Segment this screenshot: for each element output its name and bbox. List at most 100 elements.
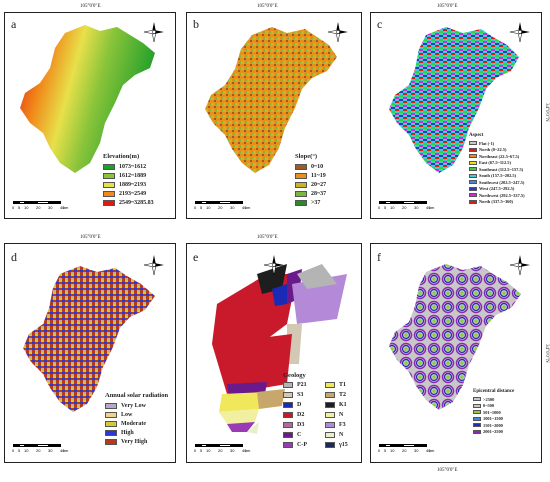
north-arrow-d	[143, 254, 165, 276]
scale-tick-label: 0	[12, 205, 15, 210]
legend-label: 20~27	[311, 181, 327, 188]
coord-side-c: 34°0'0"N	[544, 103, 549, 122]
legend-items-a: 1073~1612 1612~1889 1889~2193 2193~2549 2549…	[103, 162, 154, 207]
scale-segment	[195, 444, 201, 447]
panel-label-d: d	[11, 250, 17, 264]
scale-segment	[195, 201, 201, 204]
legend-label: South (157.5~202.5)	[479, 173, 517, 179]
legend-f: Epicentral distance >2500 0~500 501~1000 10…	[473, 389, 514, 435]
scale-segment	[391, 201, 403, 204]
legend-swatch	[295, 199, 307, 206]
scale-segment	[231, 444, 243, 447]
legend-item-c: Northwest (292.5~337.5)	[469, 192, 525, 199]
legend-item-c: South (157.5~202.5)	[469, 173, 525, 180]
legend-item-c: Southwest (202.5~247.5)	[469, 179, 525, 186]
legend-item-c: West (247.5~292.5)	[469, 186, 525, 193]
north-arrow-c	[509, 21, 531, 43]
legend-swatch	[469, 199, 477, 204]
legend-label: Southeast (112.5~157.5)	[479, 166, 524, 172]
scale-bar-f: 0 5 10 20 30 40 km	[378, 444, 454, 454]
legend-item-e: C-P	[283, 441, 321, 449]
legend-swatch	[283, 402, 293, 408]
scale-tick-label: 0	[194, 448, 197, 453]
legend-item-e: K1	[325, 401, 363, 409]
study-area-d	[23, 266, 155, 412]
scale-segment	[49, 444, 61, 447]
legend-swatch	[283, 422, 293, 428]
scale-segment	[201, 201, 207, 204]
legend-label: C-P	[297, 442, 307, 448]
legend-item-c: East (67.5~112.5)	[469, 160, 525, 167]
legend-item-a: 1889~2193	[103, 180, 154, 189]
coord-top-a: 105°0'0"E	[80, 4, 101, 9]
map-a	[20, 25, 155, 173]
coord-top-d: 105°0'0"E	[80, 235, 101, 240]
scale-unit-label: km	[429, 205, 435, 210]
legend-label: T2	[339, 392, 347, 398]
legend-item-f: 1001~1500	[473, 416, 514, 423]
scale-segment	[37, 201, 49, 204]
scale-tick-label: 0	[378, 205, 381, 210]
legend-label: 0~500	[483, 403, 495, 409]
scale-tick-label: 20	[402, 205, 407, 210]
legend-item-e: T2	[325, 391, 363, 399]
legend-label: Southwest (202.5~247.5)	[479, 179, 525, 185]
legend-item-c: Northeast (22.5~67.5)	[469, 153, 525, 160]
legend-swatch	[473, 403, 481, 408]
legend-swatch	[103, 163, 115, 170]
legend-item-e: D3	[283, 421, 321, 429]
legend-swatch	[473, 397, 481, 402]
legend-label: High	[121, 429, 134, 436]
legend-d: Annual solar radiation Very Low Low Modera…	[105, 392, 168, 446]
north-arrow-f	[509, 254, 531, 276]
legend-b: Slope(°) 0~10 11~19 20~27 28~37 >37	[295, 153, 326, 207]
legend-label: 2001~2500	[483, 429, 503, 435]
map-b	[205, 27, 337, 173]
scale-tick-label: 40	[242, 448, 247, 453]
scale-tick-label: 10	[390, 205, 395, 210]
map-e	[212, 264, 347, 434]
scale-unit-label: km	[245, 205, 251, 210]
legend-swatch	[469, 180, 477, 185]
legend-swatch	[105, 420, 117, 427]
legend-swatch	[473, 429, 481, 434]
panel-label-e: e	[193, 250, 199, 264]
scale-segment	[49, 201, 61, 204]
legend-swatch	[295, 172, 307, 179]
scale-segment	[415, 444, 427, 447]
scale-tick-label: 30	[414, 205, 419, 210]
legend-swatch	[469, 160, 477, 165]
scale-tick-label: 20	[218, 205, 223, 210]
legend-item-e: D2	[283, 411, 321, 419]
legend-swatch	[325, 422, 335, 428]
legend-label: D	[297, 402, 302, 408]
legend-swatch	[469, 193, 477, 198]
scale-tick-label: 30	[48, 448, 53, 453]
scale-tick-label: 10	[206, 205, 211, 210]
study-area-c	[389, 27, 519, 173]
scale-unit-label: km	[429, 448, 435, 453]
geology-zones	[212, 264, 347, 434]
legend-swatch	[325, 382, 335, 388]
scale-tick-label: 30	[230, 205, 235, 210]
legend-label: Moderate	[121, 420, 146, 427]
scale-segment	[13, 444, 19, 447]
scale-tick-label: 30	[414, 448, 419, 453]
legend-item-d: Moderate	[105, 419, 168, 428]
legend-swatch	[105, 411, 117, 418]
legend-swatch	[103, 190, 115, 197]
legend-swatch	[469, 186, 477, 191]
legend-items-b: 0~10 11~19 20~27 28~37 >37	[295, 162, 326, 207]
legend-label: D2	[297, 412, 305, 418]
scale-tick-label: 10	[206, 448, 211, 453]
panel-label-f: f	[377, 250, 381, 264]
scale-tick-label: 5	[384, 205, 387, 210]
legend-swatch	[469, 167, 477, 172]
scale-segment	[207, 444, 219, 447]
scale-bar-e: 0 5 10 20 30 40 km	[194, 444, 270, 454]
legend-swatch	[473, 423, 481, 428]
legend-label: Low	[121, 411, 133, 418]
scale-segment	[13, 201, 19, 204]
legend-label: >37	[311, 199, 321, 206]
legend-swatch	[283, 432, 293, 438]
